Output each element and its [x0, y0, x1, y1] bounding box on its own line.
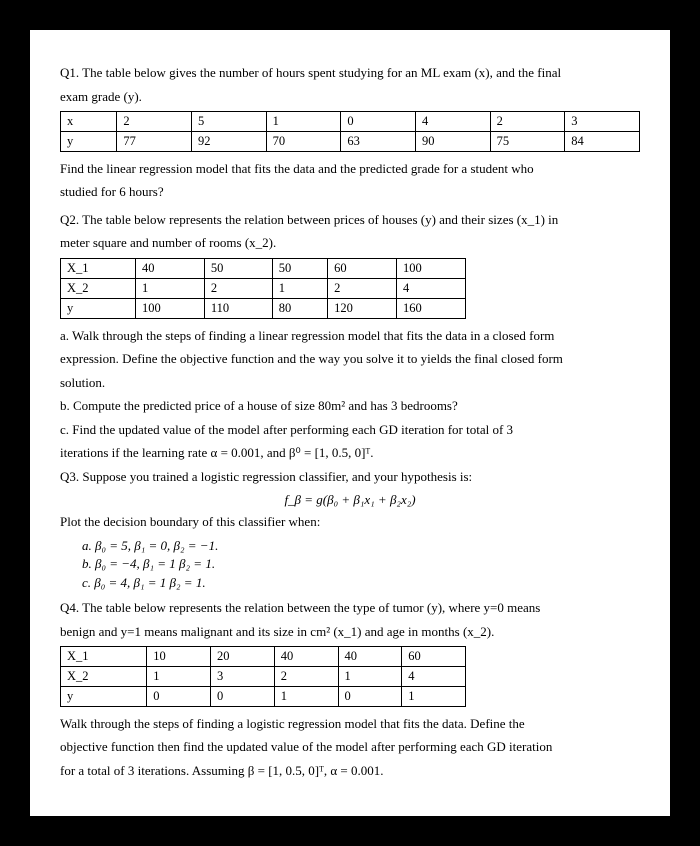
table-row: X_2 1 3 2 1 4	[61, 667, 466, 687]
q1-after-line1: Find the linear regression model that fi…	[60, 160, 640, 178]
cell: 90	[415, 131, 490, 151]
cell: 1	[338, 667, 402, 687]
cell: 50	[204, 259, 272, 279]
q2-c-line2: iterations if the learning rate α = 0.00…	[60, 444, 640, 462]
table-row: y 77 92 70 63 90 75 84	[61, 131, 640, 151]
cell: 40	[338, 647, 402, 667]
q3-b: b. β₀ = −4, β₁ = 1 β₂ = 1.	[82, 555, 640, 573]
cell: 160	[397, 298, 466, 318]
q4-prompt-line2: benign and y=1 means malignant and its s…	[60, 623, 640, 641]
q3-c: c. β₀ = 4, β₁ = 1 β₂ = 1.	[82, 574, 640, 592]
q3-prompt: Q3. Suppose you trained a logistic regre…	[60, 468, 640, 486]
cell: 2	[204, 278, 272, 298]
cell: 100	[135, 298, 204, 318]
cell: 80	[272, 298, 327, 318]
cell: 63	[341, 131, 416, 151]
cell: 84	[565, 131, 640, 151]
cell: 0	[341, 112, 416, 132]
q3-a: a. β₀ = 5, β₁ = 0, β₂ = −1.	[82, 537, 640, 555]
cell: 110	[204, 298, 272, 318]
cell-label: y	[61, 298, 136, 318]
q4-after-line2: objective function then find the updated…	[60, 738, 640, 756]
cell: 40	[274, 647, 338, 667]
q3-sublist: a. β₀ = 5, β₁ = 0, β₂ = −1. b. β₀ = −4, …	[82, 537, 640, 592]
cell: 77	[117, 131, 192, 151]
q1-prompt-line1: Q1. The table below gives the number of …	[60, 64, 640, 82]
q4-prompt-line1: Q4. The table below represents the relat…	[60, 599, 640, 617]
cell: 60	[402, 647, 466, 667]
cell: 5	[192, 112, 267, 132]
cell: 2	[274, 667, 338, 687]
cell: 4	[402, 667, 466, 687]
cell: 1	[147, 667, 211, 687]
cell: 2	[117, 112, 192, 132]
cell-label: X_2	[61, 667, 147, 687]
cell: 20	[211, 647, 275, 667]
table-row: x 2 5 1 0 4 2 3	[61, 112, 640, 132]
cell-label: y	[61, 131, 117, 151]
q4-table: X_1 10 20 40 40 60 X_2 1 3 2 1 4 y 0 0 1…	[60, 646, 466, 707]
table-row: X_2 1 2 1 2 4	[61, 278, 466, 298]
cell: 10	[147, 647, 211, 667]
cell-label: x	[61, 112, 117, 132]
q2-c-line1: c. Find the updated value of the model a…	[60, 421, 640, 439]
q4-after-line1: Walk through the steps of finding a logi…	[60, 715, 640, 733]
table-row: X_1 40 50 50 60 100	[61, 259, 466, 279]
q3-plot-line: Plot the decision boundary of this class…	[60, 513, 640, 531]
page: Q1. The table below gives the number of …	[30, 30, 670, 816]
cell-label: X_1	[61, 647, 147, 667]
cell: 60	[328, 259, 397, 279]
q2-a-line2: expression. Define the objective functio…	[60, 350, 640, 368]
cell: 2	[490, 112, 565, 132]
cell: 1	[266, 112, 341, 132]
q2-b-line: b. Compute the predicted price of a hous…	[60, 397, 640, 415]
cell: 70	[266, 131, 341, 151]
q2-table: X_1 40 50 50 60 100 X_2 1 2 1 2 4 y 100 …	[60, 258, 466, 319]
q3-formula: f_β = g(β₀ + β₁x₁ + β₂x₂)	[60, 491, 640, 509]
q2-prompt-line2: meter square and number of rooms (x_2).	[60, 234, 640, 252]
table-row: y 100 110 80 120 160	[61, 298, 466, 318]
cell: 4	[397, 278, 466, 298]
cell: 50	[272, 259, 327, 279]
q1-after-line2: studied for 6 hours?	[60, 183, 640, 201]
cell: 100	[397, 259, 466, 279]
cell: 1	[272, 278, 327, 298]
cell: 40	[135, 259, 204, 279]
q2-a-line1: a. Walk through the steps of finding a l…	[60, 327, 640, 345]
cell: 3	[565, 112, 640, 132]
q2-a-line3: solution.	[60, 374, 640, 392]
cell: 120	[328, 298, 397, 318]
cell: 4	[415, 112, 490, 132]
cell: 75	[490, 131, 565, 151]
q1-table: x 2 5 1 0 4 2 3 y 77 92 70 63 90 75 84	[60, 111, 640, 152]
cell: 2	[328, 278, 397, 298]
q2-prompt-line1: Q2. The table below represents the relat…	[60, 211, 640, 229]
cell: 1	[135, 278, 204, 298]
cell-label: X_1	[61, 259, 136, 279]
cell: 3	[211, 667, 275, 687]
q1-prompt-line2: exam grade (y).	[60, 88, 640, 106]
q4-after-line3: for a total of 3 iterations. Assuming β …	[60, 762, 640, 780]
table-row: X_1 10 20 40 40 60	[61, 647, 466, 667]
cell: 92	[192, 131, 267, 151]
cell-label: X_2	[61, 278, 136, 298]
